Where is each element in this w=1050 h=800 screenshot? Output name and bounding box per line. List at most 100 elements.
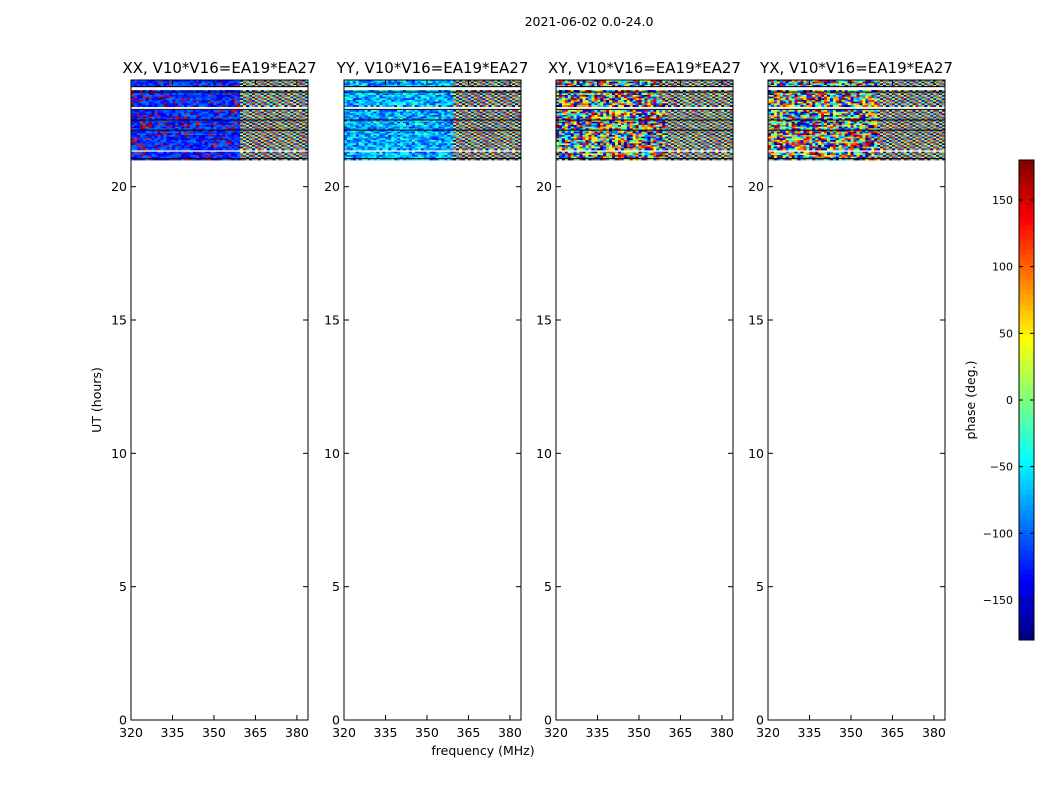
heatmap-cell — [417, 98, 422, 101]
heatmap-cell — [293, 148, 297, 151]
heatmap-cell — [417, 93, 422, 96]
heatmap-cell — [344, 148, 348, 151]
heatmap-cell — [225, 101, 229, 104]
heatmap-cell — [151, 83, 155, 86]
heatmap-cell — [394, 105, 398, 108]
heatmap-cell — [272, 155, 276, 158]
heatmap-cell — [142, 81, 147, 84]
heatmap-cell — [479, 130, 484, 133]
heatmap-cell — [476, 116, 481, 119]
heatmap-cell — [515, 143, 519, 146]
heatmap-cell — [172, 135, 176, 138]
heatmap-cell — [305, 93, 308, 96]
heatmap-cell — [367, 151, 371, 154]
heatmap-cell — [216, 105, 220, 108]
heatmap-cell — [438, 131, 442, 134]
heatmap-cell — [184, 100, 188, 103]
heatmap-cell — [488, 103, 492, 106]
heatmap-cell — [500, 100, 504, 103]
heatmap-cell — [148, 158, 153, 161]
heatmap-cell — [225, 120, 229, 123]
heatmap-cell — [136, 80, 141, 83]
heatmap-cell — [136, 131, 141, 134]
heatmap-cell — [172, 118, 176, 121]
heatmap-cell — [139, 120, 144, 123]
heatmap-cell — [275, 126, 279, 129]
heatmap-cell — [503, 100, 507, 103]
heatmap-cell — [249, 146, 253, 149]
heatmap-cell — [494, 151, 498, 154]
heatmap-cell — [190, 100, 194, 103]
heatmap-cell — [216, 101, 220, 104]
heatmap-cell — [246, 145, 250, 148]
heatmap-cell — [438, 91, 442, 94]
heatmap-cell — [231, 85, 235, 88]
heatmap-cell — [207, 85, 212, 88]
heatmap-cell — [500, 131, 504, 134]
heatmap-cell — [222, 126, 226, 129]
heatmap-cell — [435, 101, 439, 104]
heatmap-cell — [429, 140, 433, 143]
heatmap-cell — [254, 130, 259, 133]
heatmap-cell — [296, 130, 300, 133]
heatmap-cell — [302, 90, 306, 93]
heatmap-cell — [145, 85, 150, 88]
heatmap-cell — [231, 115, 235, 118]
heatmap-cell — [388, 100, 392, 103]
heatmap-cell — [166, 111, 170, 114]
heatmap-cell — [142, 156, 147, 159]
heatmap-cell — [476, 123, 481, 126]
heatmap-cell — [198, 136, 203, 139]
heatmap-cell — [231, 98, 235, 101]
heatmap-cell — [195, 123, 200, 126]
heatmap-cell — [388, 146, 392, 149]
heatmap-cell — [198, 128, 203, 131]
heatmap-cell — [385, 101, 389, 104]
heatmap-cell — [207, 110, 212, 113]
heatmap-cell — [154, 141, 158, 144]
heatmap-cell — [207, 111, 212, 114]
heatmap-cell — [382, 95, 386, 98]
heatmap-cell — [506, 118, 510, 121]
heatmap-cell — [254, 155, 259, 158]
heatmap-cell — [364, 81, 368, 84]
heatmap-cell — [453, 90, 457, 93]
heatmap-cell — [482, 141, 486, 144]
heatmap-cell — [231, 146, 235, 149]
heatmap-cell — [367, 95, 371, 98]
heatmap-cell — [515, 118, 519, 121]
heatmap-cell — [376, 148, 380, 151]
heatmap-cell — [408, 130, 413, 133]
heatmap-cell — [444, 103, 448, 106]
heatmap-cell — [367, 103, 371, 106]
heatmap-cell — [184, 128, 188, 131]
heatmap-cell — [148, 143, 153, 146]
heatmap-cell — [231, 81, 235, 84]
heatmap-cell — [228, 151, 232, 154]
heatmap-cell — [210, 111, 214, 114]
heatmap-cell — [400, 80, 404, 83]
heatmap-cell — [234, 126, 238, 129]
heatmap-cell — [275, 95, 279, 98]
heatmap-cell — [216, 120, 220, 123]
heatmap-cell — [237, 125, 241, 128]
heatmap-cell — [190, 140, 194, 143]
heatmap-cell — [346, 128, 351, 131]
heatmap-cell — [408, 120, 413, 123]
heatmap-cell — [444, 126, 448, 129]
heatmap-cell — [376, 126, 380, 129]
heatmap-cell — [417, 135, 422, 138]
heatmap-cell — [509, 85, 513, 88]
heatmap-cell — [257, 98, 262, 101]
heatmap-cell — [302, 133, 306, 136]
heatmap-cell — [302, 81, 306, 84]
heatmap-cell — [515, 123, 519, 126]
heatmap-cell — [397, 95, 401, 98]
heatmap-cell — [237, 128, 241, 131]
heatmap-cell — [178, 141, 182, 144]
heatmap-cell — [391, 103, 395, 106]
heatmap-cell — [198, 91, 203, 94]
heatmap-cell — [263, 151, 268, 154]
heatmap-cell — [456, 130, 460, 133]
heatmap-cell — [358, 103, 363, 106]
